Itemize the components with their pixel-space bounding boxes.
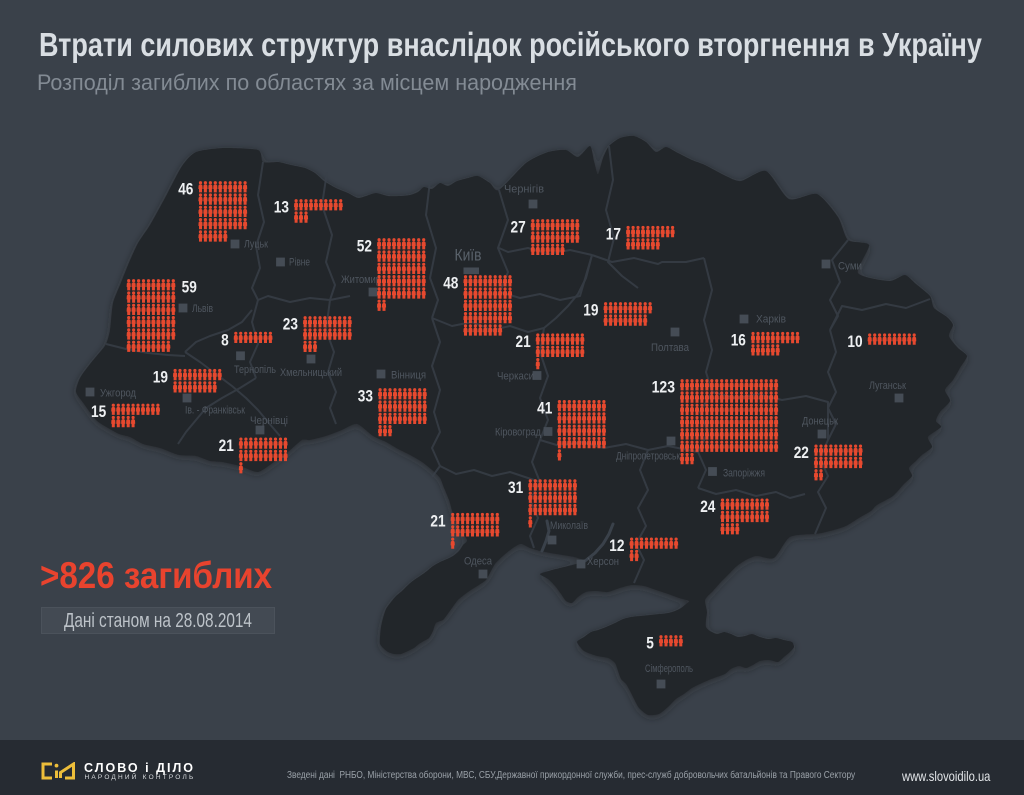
svg-text:59: 59: [182, 278, 197, 297]
svg-text:Суми: Суми: [838, 261, 862, 273]
svg-text:21: 21: [430, 512, 445, 531]
svg-text:Рівне: Рівне: [289, 257, 310, 269]
svg-text:17: 17: [606, 225, 621, 244]
svg-text:12: 12: [609, 536, 624, 555]
svg-text:Львів: Львів: [192, 303, 213, 315]
svg-text:15: 15: [91, 402, 106, 421]
svg-text:24: 24: [700, 497, 716, 516]
svg-text:Запоріжжя: Запоріжжя: [723, 468, 765, 480]
svg-text:21: 21: [219, 436, 234, 455]
svg-text:Житомир: Житомир: [341, 274, 381, 286]
svg-text:10: 10: [847, 332, 862, 351]
svg-text:46: 46: [178, 180, 193, 199]
svg-text:Кіровоград: Кіровоград: [495, 427, 541, 439]
svg-text:Донецьк: Донецьк: [802, 416, 838, 428]
svg-text:22: 22: [794, 443, 809, 462]
svg-text:Луганськ: Луганськ: [869, 380, 906, 392]
svg-text:Чернівці: Чернівці: [250, 415, 288, 427]
svg-text:23: 23: [283, 315, 298, 334]
svg-text:Сімферополь: Сімферополь: [645, 663, 693, 675]
svg-text:16: 16: [731, 331, 746, 350]
svg-text:Харків: Харків: [756, 314, 786, 326]
svg-text:Дніпропетровськ: Дніпропетровськ: [616, 451, 680, 463]
svg-text:Вінниця: Вінниця: [391, 370, 426, 382]
svg-text:Тернопіль: Тернопіль: [234, 364, 276, 376]
svg-text:Миколаїв: Миколаїв: [550, 520, 588, 532]
svg-text:Хмельницький: Хмельницький: [280, 367, 342, 379]
svg-text:Київ: Київ: [455, 246, 482, 265]
svg-text:Чернігів: Чернігів: [504, 184, 544, 196]
svg-text:Ів. - Франківськ: Ів. - Франківськ: [185, 405, 245, 417]
svg-text:33: 33: [358, 387, 373, 406]
svg-text:123: 123: [652, 378, 675, 397]
svg-text:19: 19: [583, 301, 598, 320]
svg-text:Херсон: Херсон: [587, 556, 619, 568]
svg-text:31: 31: [508, 478, 523, 497]
svg-text:27: 27: [511, 218, 526, 237]
svg-text:21: 21: [516, 332, 531, 351]
svg-text:48: 48: [443, 274, 458, 293]
svg-text:5: 5: [646, 634, 654, 653]
svg-text:8: 8: [221, 330, 229, 349]
svg-text:Одеса: Одеса: [464, 556, 493, 568]
svg-text:41: 41: [537, 399, 552, 418]
svg-text:52: 52: [357, 237, 372, 256]
svg-text:Ужгород: Ужгород: [100, 388, 136, 400]
svg-text:Черкаси: Черкаси: [497, 371, 534, 383]
svg-text:13: 13: [274, 198, 289, 217]
svg-text:19: 19: [153, 368, 168, 387]
svg-text:Луцьк: Луцьк: [244, 239, 268, 251]
svg-text:Полтава: Полтава: [651, 342, 690, 354]
